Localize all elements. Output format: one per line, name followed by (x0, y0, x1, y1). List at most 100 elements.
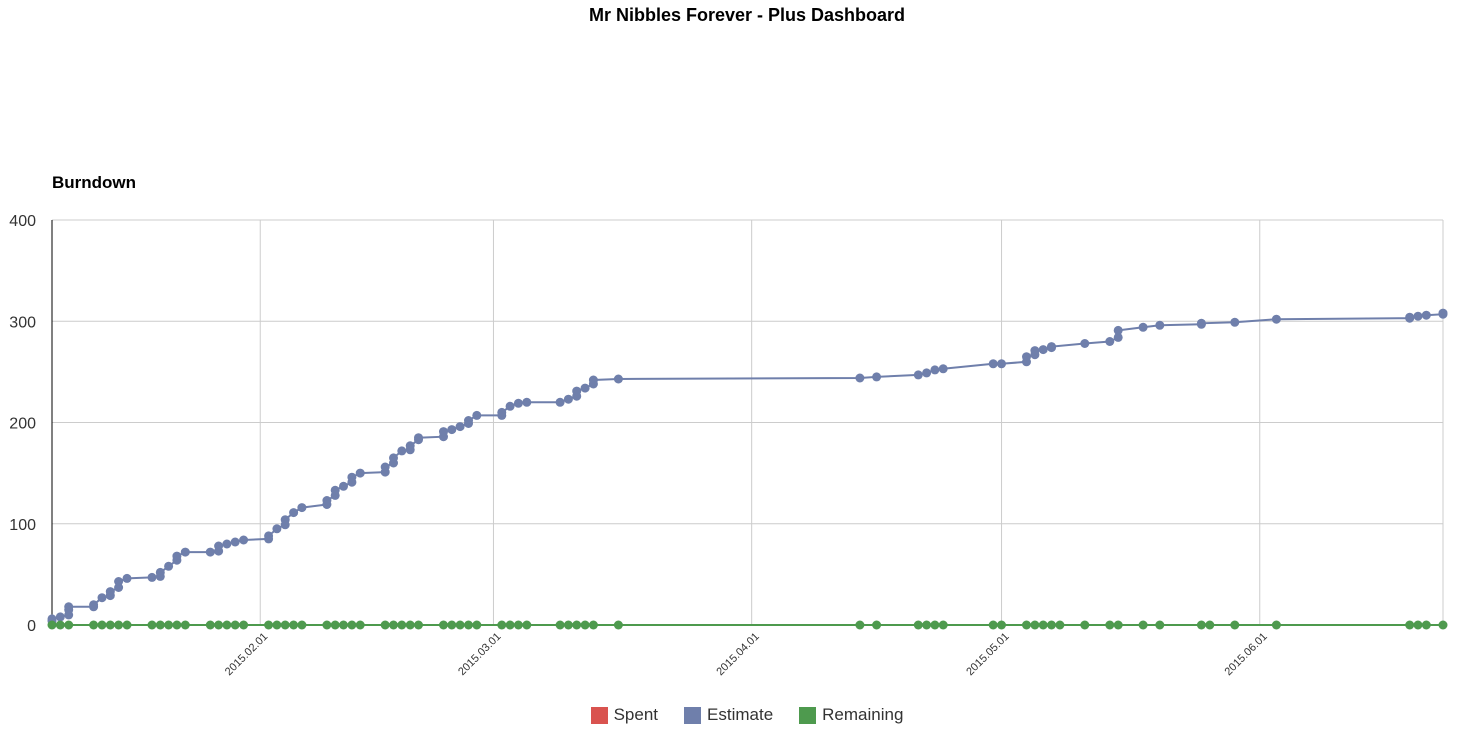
data-point-estimate (1138, 322, 1148, 332)
data-point-remaining (1105, 620, 1115, 630)
data-point-remaining (997, 620, 1006, 630)
data-point-remaining (297, 620, 307, 630)
data-point-remaining (455, 620, 465, 630)
data-point-remaining (922, 620, 932, 630)
data-point-remaining (114, 620, 124, 630)
data-point-estimate (214, 541, 224, 551)
legend-label-estimate: Estimate (707, 705, 774, 724)
y-tick-label: 400 (9, 213, 36, 230)
legend-item-estimate[interactable]: Estimate (684, 705, 773, 725)
data-point-estimate (97, 593, 107, 603)
data-point-remaining (1038, 620, 1048, 630)
data-point-estimate (222, 539, 232, 549)
data-point-estimate (572, 386, 582, 396)
data-point-estimate (272, 524, 282, 534)
data-point-estimate (563, 394, 573, 404)
data-point-remaining (1113, 620, 1123, 630)
data-point-estimate (347, 472, 357, 482)
data-point-estimate (472, 410, 482, 420)
data-point-estimate (988, 359, 998, 369)
data-point-estimate (455, 422, 465, 432)
burndown-chart: 0 100 200 300 400 2015.02.01 2015.03.01 2015.04… (9, 213, 1448, 678)
y-tick-label: 200 (9, 416, 36, 433)
data-point-remaining (264, 620, 274, 630)
data-point-estimate (447, 425, 457, 435)
data-point-remaining (1138, 620, 1148, 630)
data-point-remaining (497, 620, 507, 630)
data-point-estimate (1022, 352, 1031, 362)
legend-item-spent[interactable]: Spent (590, 705, 658, 725)
data-point-estimate (997, 359, 1006, 369)
data-point-estimate (913, 370, 923, 380)
data-point-remaining (89, 620, 99, 630)
data-point-estimate (872, 372, 882, 382)
data-point-estimate (322, 496, 332, 505)
data-point-estimate (1113, 332, 1123, 342)
data-point-estimate (155, 567, 165, 577)
data-point-estimate (230, 537, 240, 547)
data-point-remaining (214, 620, 224, 630)
data-point-remaining (1055, 620, 1065, 630)
data-point-estimate (414, 433, 423, 443)
data-point-estimate (1038, 345, 1048, 355)
data-point-estimate (289, 508, 299, 518)
x-tick-label: 2015.05.01 (964, 631, 1011, 678)
data-point-estimate (239, 535, 249, 545)
data-point-remaining (414, 620, 423, 630)
data-point-remaining (1405, 620, 1415, 630)
data-point-estimate (1105, 337, 1115, 346)
x-tick-label: 2015.02.01 (223, 631, 270, 678)
data-point-estimate (505, 401, 515, 411)
data-point-remaining (1421, 620, 1431, 630)
chart-legend: Spent Estimate Remaining (0, 705, 1466, 725)
data-point-estimate (613, 374, 623, 384)
data-point-remaining (289, 620, 299, 630)
x-tick-label: 2015.03.01 (456, 631, 503, 678)
data-point-estimate (588, 375, 598, 385)
data-point-remaining (122, 620, 132, 630)
legend-item-remaining[interactable]: Remaining (799, 705, 903, 725)
data-point-estimate (1047, 342, 1056, 352)
data-point-estimate (1196, 318, 1206, 328)
data-point-remaining (339, 620, 348, 630)
data-point-remaining (1080, 620, 1090, 630)
data-point-estimate (1421, 310, 1431, 320)
data-point-estimate (397, 446, 407, 456)
data-point-estimate (513, 398, 523, 408)
data-point-estimate (1271, 314, 1281, 324)
data-point-estimate (1080, 339, 1090, 348)
data-point-remaining (613, 620, 623, 630)
data-point-estimate (439, 427, 448, 437)
data-point-remaining (164, 620, 174, 630)
data-point-estimate (122, 573, 132, 583)
data-point-remaining (472, 620, 482, 630)
data-point-estimate (389, 453, 398, 463)
data-point-estimate (172, 551, 182, 561)
data-point-estimate (580, 383, 590, 393)
y-tick-label: 100 (9, 517, 36, 534)
data-point-remaining (1047, 620, 1056, 630)
data-point-remaining (1438, 620, 1448, 630)
page-title: Mr Nibbles Forever - Plus Dashboard (588, 5, 906, 25)
data-point-estimate (180, 547, 190, 557)
data-point-estimate (339, 481, 348, 491)
data-point-remaining (280, 620, 290, 630)
x-tick-label: 2015.04.01 (714, 631, 761, 678)
data-point-remaining (464, 620, 473, 630)
data-point-remaining (563, 620, 573, 630)
data-point-remaining (1155, 620, 1165, 630)
data-point-estimate (55, 612, 65, 622)
data-point-remaining (1022, 620, 1031, 630)
data-point-estimate (105, 587, 115, 597)
data-point-remaining (855, 620, 865, 630)
data-point-estimate (1030, 346, 1040, 356)
data-point-estimate (405, 441, 415, 451)
data-point-remaining (1205, 620, 1215, 630)
data-point-remaining (330, 620, 340, 630)
data-point-remaining (355, 620, 365, 630)
data-point-estimate (522, 397, 532, 407)
data-point-remaining (913, 620, 923, 630)
y-tick-label: 300 (9, 314, 36, 331)
data-point-remaining (1230, 620, 1240, 630)
data-point-remaining (155, 620, 165, 630)
